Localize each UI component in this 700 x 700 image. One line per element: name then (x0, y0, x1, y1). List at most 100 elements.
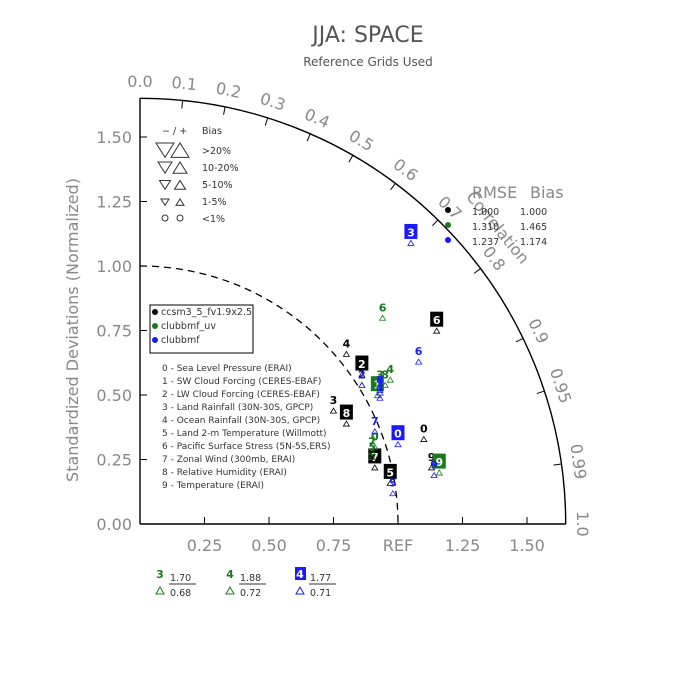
correlation-tick-label: 0.5 (346, 126, 378, 155)
summary-top: 1.70 (170, 573, 191, 584)
circle-icon (176, 214, 184, 222)
case-dot (152, 309, 158, 315)
bias-legend-row: 1-5% (202, 197, 227, 208)
data-point: 8 (376, 374, 384, 393)
bias-header: Bias (530, 183, 564, 202)
triangle-up-icon (155, 585, 165, 595)
variable-item: 8 - Relative Humidity (ERAI) (162, 468, 287, 478)
case-name: clubbmf_uv (161, 321, 216, 332)
variable-list: 0 - Sea Level Pressure (ERAI) 1 - SW Clou… (162, 364, 331, 491)
point-label: 6 (415, 345, 423, 358)
y-tick-label: 1.50 (96, 128, 132, 147)
summary-top: 1.77 (310, 573, 331, 584)
correlation-tick-label: 0.3 (258, 89, 288, 115)
rmse-value: 1.310 (472, 222, 499, 233)
point-label: 0 (371, 430, 379, 443)
circle-icon (161, 214, 169, 222)
bias-marker-icon (358, 371, 366, 378)
point-label: 7 (371, 451, 379, 464)
summary-num: 4 (226, 568, 234, 581)
bias-marker-icon (368, 453, 376, 460)
x-tick-label: 0.50 (251, 536, 287, 555)
point-label: 0 (394, 428, 402, 441)
point-box (339, 404, 353, 420)
correlation-tick-label: 1.0 (573, 511, 592, 536)
case-legend-box (149, 304, 254, 354)
bias-marker-icon (371, 428, 379, 435)
data-point: 0 (420, 423, 428, 442)
data-point: 4 (343, 337, 351, 357)
correlation-tick-mark (515, 337, 524, 343)
data-point: 9 (430, 459, 438, 479)
data-point: 0 (391, 425, 405, 448)
bias-marker-icon (358, 381, 366, 388)
x-tick-label: 1.50 (509, 536, 545, 555)
bias-marker-icon (407, 239, 415, 246)
summary-bottom: 0.72 (240, 588, 261, 599)
y-tick-label: 1.00 (96, 257, 132, 276)
data-point: 6 (430, 311, 444, 334)
point-label: 3 (376, 368, 384, 381)
rmse-header: RMSE (472, 183, 517, 202)
y-axis-label: Standardized Deviations (Normalized) (63, 178, 82, 482)
x-tick-label: REF (383, 536, 413, 555)
point-box (391, 425, 405, 441)
summary-row: 3 1.70 0.68 4 1.88 0.72 4 1.77 0.71 (155, 567, 336, 599)
point-label: 8 (343, 407, 351, 420)
data-point: 0 (371, 430, 379, 450)
bias-marker-icon (389, 489, 397, 497)
point-box (404, 223, 418, 239)
point-label: 6 (379, 301, 387, 314)
correlation-tick-mark (390, 183, 396, 191)
point-label: 9 (430, 459, 438, 472)
bias-legend-row: >20% (202, 146, 231, 157)
correlation-tick-mark (553, 463, 562, 466)
variable-item: 4 - Ocean Rainfall (30N-30S, GPCP) (162, 416, 320, 426)
legends-group: − / + Bias >20% 10-20% 5-10% 1-5% <1% RMSE Bias 1… (149, 126, 564, 599)
point-box (355, 355, 369, 371)
bias-marker-icon (368, 448, 376, 455)
point-label: 3 (407, 226, 415, 239)
correlation-tick-mark (264, 117, 269, 126)
point-label: 9 (435, 456, 443, 469)
bias-legend-row: <1% (202, 214, 225, 225)
bias-marker-icon (414, 358, 423, 365)
triangle-up-icon (173, 179, 187, 190)
y-tick-label: 0.25 (96, 451, 132, 470)
summary-bottom: 0.68 (170, 588, 191, 599)
chart-subtitle: Reference Grids Used (303, 55, 433, 69)
point-label: 2 (358, 358, 366, 371)
data-point: 2 (358, 368, 366, 388)
point-label: 2 (358, 368, 366, 381)
data-point: 8 (339, 404, 353, 427)
bias-marker-icon (342, 420, 351, 427)
correlation-tick-mark (432, 219, 439, 227)
case-dot (445, 207, 451, 213)
bias-marker-icon (381, 381, 389, 388)
rmse-value: 1.237 (472, 237, 499, 248)
bias-marker-icon (394, 440, 402, 448)
variable-item: 7 - Zonal Wind (300mb, ERAI) (162, 455, 295, 465)
triangle-down-icon (157, 161, 173, 175)
correlation-tick-label: 0.4 (302, 104, 333, 132)
summary-top: 1.88 (240, 573, 261, 584)
bias-legend-row: 5-10% (202, 180, 233, 191)
bias-value: 1.000 (520, 207, 547, 218)
bias-marker-icon (420, 435, 428, 442)
chart-title: JJA: SPACE (310, 23, 423, 48)
point-label: 8 (376, 374, 384, 387)
summary-bottom: 0.71 (310, 588, 331, 599)
variable-item: 0 - Sea Level Pressure (ERAI) (162, 364, 292, 374)
point-label: 5 (368, 441, 376, 454)
bias-marker-icon (371, 464, 379, 471)
outer-arc (139, 97, 567, 525)
variable-item: 9 - Temperature (ERAI) (162, 481, 264, 491)
x-tick-label: 0.25 (187, 536, 223, 555)
point-label: 5 (386, 466, 394, 479)
y-tick-label: 0.75 (96, 322, 132, 341)
point-label: 7 (371, 415, 379, 428)
bias-marker-icon (386, 376, 394, 383)
